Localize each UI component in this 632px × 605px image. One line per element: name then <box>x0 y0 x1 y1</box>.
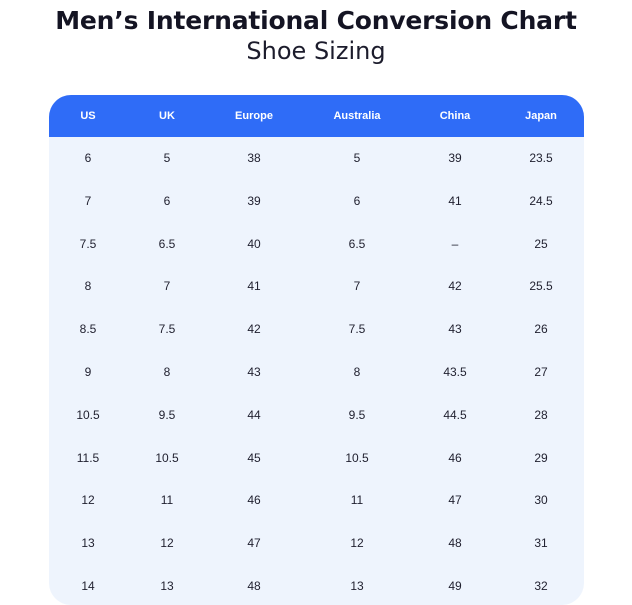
table-row: 11.5 10.5 45 10.5 46 29 <box>49 437 584 480</box>
table-cell-australia: 5 <box>353 151 361 165</box>
table-cell-china: 46 <box>448 450 462 465</box>
table-cell-japan: 31 <box>534 536 548 551</box>
page-title: Men’s International Conversion Chart <box>55 6 577 35</box>
table-cell-china: 42 <box>448 279 462 294</box>
table-cell-australia: 13 <box>350 579 364 593</box>
table-cell-uk: 12 <box>160 536 174 551</box>
table-cell-japan: 24.5 <box>529 193 553 208</box>
table-cell-uk: 5 <box>163 151 171 165</box>
table-cell-japan: 27 <box>534 365 548 379</box>
table-cell-us: 6 <box>84 151 92 165</box>
table-cell-japan: 25.5 <box>529 279 553 294</box>
table-cell-europe: 44 <box>247 407 261 422</box>
table-cell-australia: 7.5 <box>348 322 366 337</box>
table-cell-australia: 6 <box>353 193 361 208</box>
table-cell-china: 39 <box>448 151 462 165</box>
table-cell-europe: 40 <box>247 236 261 251</box>
table-cell-europe: 48 <box>247 579 261 593</box>
table-row: 13 12 47 12 48 31 <box>49 522 584 565</box>
table-cell-australia: 10.5 <box>345 450 369 465</box>
table-cell-uk: 6.5 <box>158 236 176 251</box>
table-cell-europe: 39 <box>247 193 261 208</box>
table-cell-australia: 12 <box>350 536 364 551</box>
table-cell-us: 9 <box>84 365 92 379</box>
table-cell-china: 43.5 <box>443 365 467 379</box>
table-cell-us: 7 <box>84 193 92 208</box>
table-body: 6 5 38 5 39 23.5 7 6 39 6 41 24.5 7.5 6.… <box>49 137 584 605</box>
header-europe: Europe <box>235 110 273 122</box>
header-japan: Japan <box>525 110 557 122</box>
table-cell-japan: 32 <box>534 579 548 593</box>
header-australia: Australia <box>333 110 381 122</box>
table-cell-europe: 41 <box>247 279 261 294</box>
table-cell-australia: 6.5 <box>348 236 366 251</box>
table-cell-japan: 29 <box>534 450 548 465</box>
table-cell-uk: 7.5 <box>158 322 176 337</box>
table-cell-us: 11.5 <box>76 450 100 465</box>
table-cell-us: 10.5 <box>76 407 100 422</box>
table-cell-japan: 30 <box>534 493 548 508</box>
table-cell-us: 12 <box>81 493 95 508</box>
table-cell-europe: 43 <box>247 365 261 379</box>
table-cell-china: 49 <box>448 579 462 593</box>
table-cell-europe: 45 <box>247 450 261 465</box>
conversion-table: US UK Europe Australia China Japan 6 5 3… <box>49 95 584 605</box>
table-cell-uk: 13 <box>160 579 174 593</box>
table-cell-uk: 8 <box>163 365 171 379</box>
table-cell-us: 8 <box>84 279 92 294</box>
table-cell-australia: 11 <box>350 493 364 508</box>
table-cell-australia: 9.5 <box>348 407 366 422</box>
table-cell-europe: 47 <box>247 536 261 551</box>
table-cell-china: 43 <box>448 322 462 337</box>
table-cell-uk: 9.5 <box>158 407 176 422</box>
table-row: 8.5 7.5 42 7.5 43 26 <box>49 308 584 351</box>
table-row: 7.5 6.5 40 6.5 – 25 <box>49 223 584 266</box>
header-us: US <box>80 110 96 122</box>
table-row: 10.5 9.5 44 9.5 44.5 28 <box>49 394 584 437</box>
table-cell-europe: 46 <box>247 493 261 508</box>
table-cell-europe: 42 <box>247 322 261 337</box>
table-row: 14 13 48 13 49 32 <box>49 565 584 605</box>
header-uk: UK <box>159 110 175 122</box>
table-cell-europe: 38 <box>247 151 261 165</box>
table-cell-uk: 7 <box>163 279 171 294</box>
table-cell-uk: 11 <box>160 493 174 508</box>
table-cell-us: 7.5 <box>79 236 97 251</box>
table-row: 8 7 41 7 42 25.5 <box>49 265 584 308</box>
table-cell-japan: 28 <box>534 407 548 422</box>
table-cell-uk: 10.5 <box>155 450 179 465</box>
table-cell-china: 47 <box>448 493 462 508</box>
table-cell-japan: 23.5 <box>529 151 553 165</box>
table-cell-uk: 6 <box>163 193 171 208</box>
table-row: 12 11 46 11 47 30 <box>49 479 584 522</box>
table-header-row: US UK Europe Australia China Japan <box>49 95 584 137</box>
table-cell-australia: 8 <box>353 365 361 379</box>
table-cell-china: 41 <box>448 193 462 208</box>
table-row: 9 8 43 8 43.5 27 <box>49 351 584 394</box>
table-row: 6 5 38 5 39 23.5 <box>49 137 584 180</box>
table-cell-australia: 7 <box>353 279 361 294</box>
table-cell-us: 8.5 <box>79 322 97 337</box>
header-china: China <box>439 110 471 122</box>
table-cell-china: – <box>451 236 459 251</box>
table-cell-china: 48 <box>448 536 462 551</box>
table-cell-japan: 25 <box>534 236 548 251</box>
table-cell-china: 44.5 <box>443 407 467 422</box>
table-cell-japan: 26 <box>534 322 548 337</box>
table-cell-us: 14 <box>81 579 95 593</box>
table-row: 7 6 39 6 41 24.5 <box>49 180 584 223</box>
table-cell-us: 13 <box>81 536 95 551</box>
page-subtitle: Shoe Sizing <box>246 37 386 65</box>
